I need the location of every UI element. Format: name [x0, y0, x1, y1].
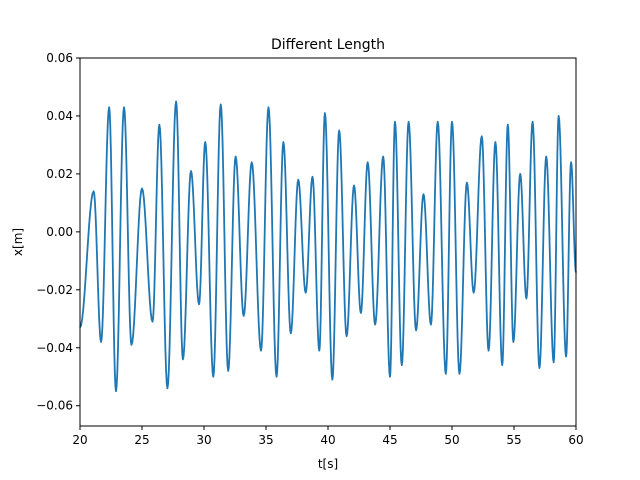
y-tick-label: 0.02	[46, 167, 73, 181]
x-tick-label: 30	[196, 433, 211, 447]
y-tick-label: −0.06	[36, 399, 73, 413]
y-tick-label: 0.04	[46, 109, 73, 123]
series-line	[79, 100, 577, 393]
x-tick-label: 35	[258, 433, 273, 447]
y-tick-label: 0.06	[46, 51, 73, 65]
x-axis-ticks: 20 25 30 35 40 45 50 55 60	[72, 426, 584, 447]
y-axis-ticks: −0.06 −0.04 −0.02 0.00 0.02 0.04 0.06	[36, 51, 80, 413]
chart-title: Different Length	[271, 37, 385, 53]
y-tick-label: −0.04	[36, 341, 73, 355]
y-axis-label: x[m]	[11, 228, 25, 256]
x-tick-label: 45	[382, 433, 397, 447]
x-tick-label: 25	[134, 433, 149, 447]
x-tick-label: 20	[72, 433, 87, 447]
x-tick-label: 50	[444, 433, 459, 447]
x-tick-label: 40	[320, 433, 335, 447]
y-tick-label: 0.00	[46, 225, 73, 239]
x-tick-label: 55	[506, 433, 521, 447]
x-axis-label: t[s]	[318, 457, 338, 471]
y-tick-label: −0.02	[36, 283, 73, 297]
x-tick-label: 60	[568, 433, 583, 447]
